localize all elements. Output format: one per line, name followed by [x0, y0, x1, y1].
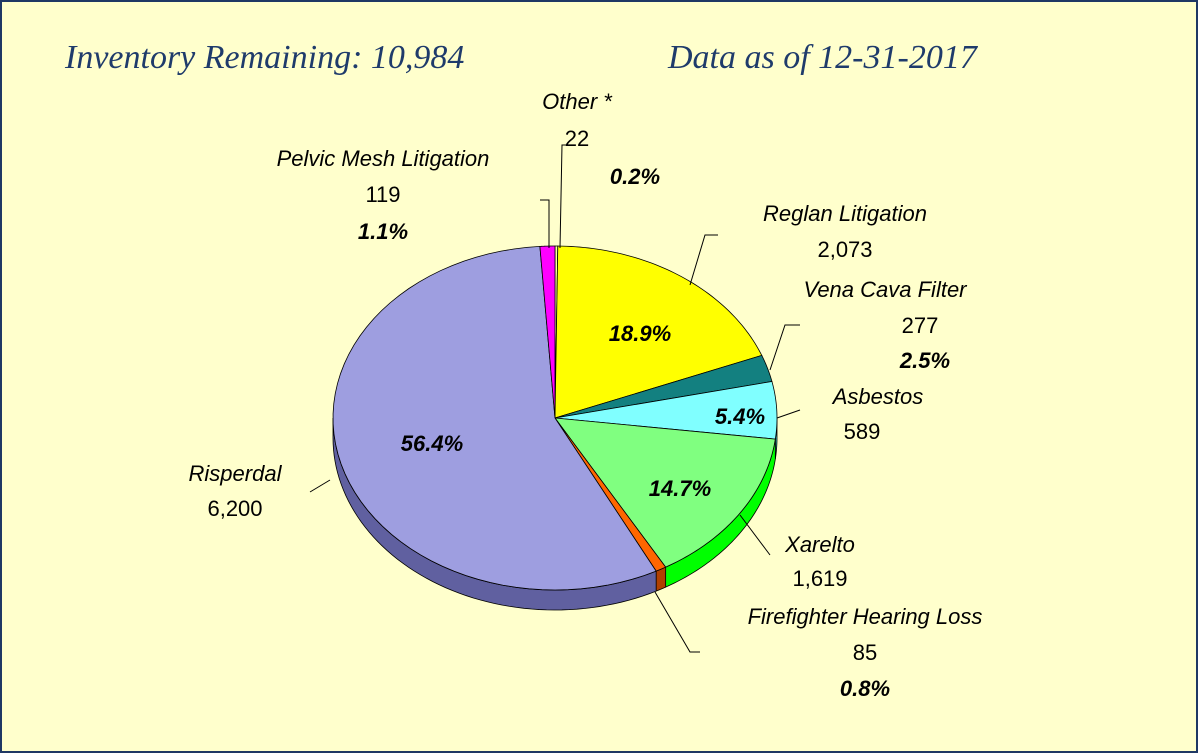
slice-name: Pelvic Mesh Litigation [277, 146, 490, 171]
slice [554, 417, 776, 568]
slice-value: 1,619 [792, 566, 847, 591]
leader-line [309, 479, 331, 493]
slice-value: 277 [902, 313, 939, 338]
slice-percent: 2.5% [899, 348, 950, 373]
slice-percent: 14.7% [649, 476, 711, 501]
slice-value: 6,200 [207, 496, 262, 521]
leader-line [689, 234, 718, 286]
slice-percent: 18.9% [609, 321, 671, 346]
slice-value: 2,073 [817, 237, 872, 262]
leader-line [559, 144, 575, 249]
slice-value: 85 [853, 640, 877, 665]
leader-line [654, 591, 700, 653]
slice-value: 589 [844, 419, 881, 444]
slice [554, 245, 559, 419]
slice [554, 245, 763, 419]
leader-line [540, 199, 550, 248]
slice-percent: 56.4% [401, 431, 463, 456]
slice-name: Firefighter Hearing Loss [748, 604, 983, 629]
slice [539, 245, 556, 419]
slice-name: Vena Cava Filter [803, 277, 968, 302]
slice-name: Asbestos [831, 384, 924, 409]
slice-percent: 1.1% [358, 219, 408, 244]
slice [554, 354, 773, 419]
leader-line [769, 324, 800, 371]
slice-name: Other * [542, 89, 613, 114]
slice-percent: 0.8% [840, 676, 890, 701]
leader-line [739, 514, 771, 556]
chart-title: Inventory Remaining: 10,984 [64, 39, 464, 76]
leader-line [776, 409, 801, 419]
slice-name: Reglan Litigation [763, 201, 927, 226]
slice-name: Xarelto [784, 532, 855, 557]
slice [554, 417, 667, 572]
slice-value: 22 [565, 126, 589, 151]
chart-subtitle: Data as of 12-31-2017 [667, 39, 979, 76]
slice-percent: 5.4% [715, 404, 765, 429]
slice-value: 119 [365, 182, 400, 207]
slice [332, 245, 657, 591]
slice [554, 381, 778, 440]
slice-name: Risperdal [189, 461, 283, 486]
slice-percent: 0.2% [610, 164, 660, 189]
